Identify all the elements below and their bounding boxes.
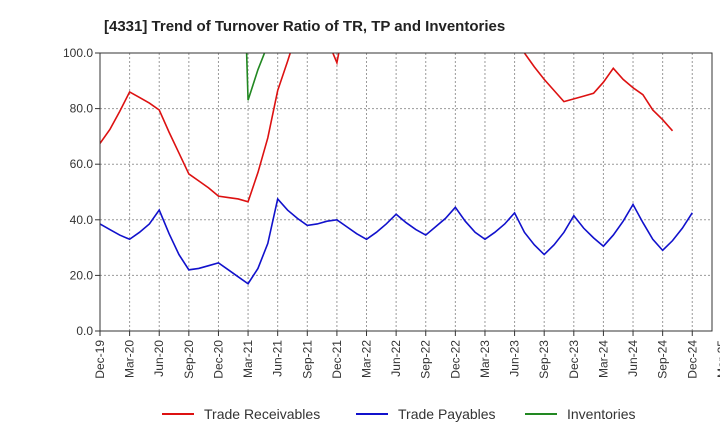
legend: Trade Receivables Trade Payables Inventori… (162, 406, 635, 422)
y-tick-label: 20.0 (70, 268, 94, 282)
x-tick-label: Mar-21 (241, 340, 255, 378)
x-tick-label: Sep-21 (300, 340, 314, 379)
x-tick-label: Dec-22 (448, 340, 462, 379)
legend-label-2: Inventories (567, 406, 635, 422)
x-tick-label: Sep-23 (537, 340, 551, 379)
chart-title: [4331] Trend of Turnover Ratio of TR, TP… (104, 18, 505, 35)
x-tick-label: Mar-22 (360, 340, 374, 378)
axes: 0.0 20.0 40.0 60.0 80.0 100.0 Dec-19 Mar-20 Jun-… (63, 46, 720, 379)
x-tick-label: Jun-22 (389, 340, 403, 377)
x-tick-label: Dec-21 (330, 340, 344, 379)
series-line-0 (100, 53, 674, 203)
series-lines (100, 53, 693, 285)
x-tick-label: Mar-23 (478, 340, 492, 378)
plot-frame (99, 52, 713, 332)
y-tick-label: 100.0 (63, 46, 93, 60)
x-tick-label: Mar-24 (596, 340, 610, 378)
y-tick-label: 80.0 (70, 102, 94, 116)
y-tick-label: 40.0 (70, 213, 94, 227)
x-tick-label: Sep-24 (656, 340, 670, 379)
x-tick-label: Mar-25 (715, 340, 720, 378)
legend-label-1: Trade Payables (398, 406, 496, 422)
x-tick-label: Jun-23 (508, 340, 522, 377)
x-tick-label: Dec-23 (567, 340, 581, 379)
x-tick-label: Dec-19 (93, 340, 107, 379)
x-tick-label: Jun-20 (152, 340, 166, 377)
grid (100, 52, 712, 332)
x-tick-label: Dec-20 (211, 340, 225, 379)
x-tick-label: Dec-24 (685, 340, 699, 379)
y-tick-label: 60.0 (70, 157, 94, 171)
x-tick-label: Jun-21 (271, 340, 285, 377)
y-tick-label: 0.0 (76, 324, 93, 338)
x-tick-label: Mar-20 (123, 340, 137, 378)
x-tick-label: Sep-22 (419, 340, 433, 379)
series-line-1 (100, 197, 693, 285)
x-tick-label: Jun-24 (626, 340, 640, 377)
legend-label-0: Trade Receivables (204, 406, 320, 422)
x-tick-label: Sep-20 (182, 340, 196, 379)
